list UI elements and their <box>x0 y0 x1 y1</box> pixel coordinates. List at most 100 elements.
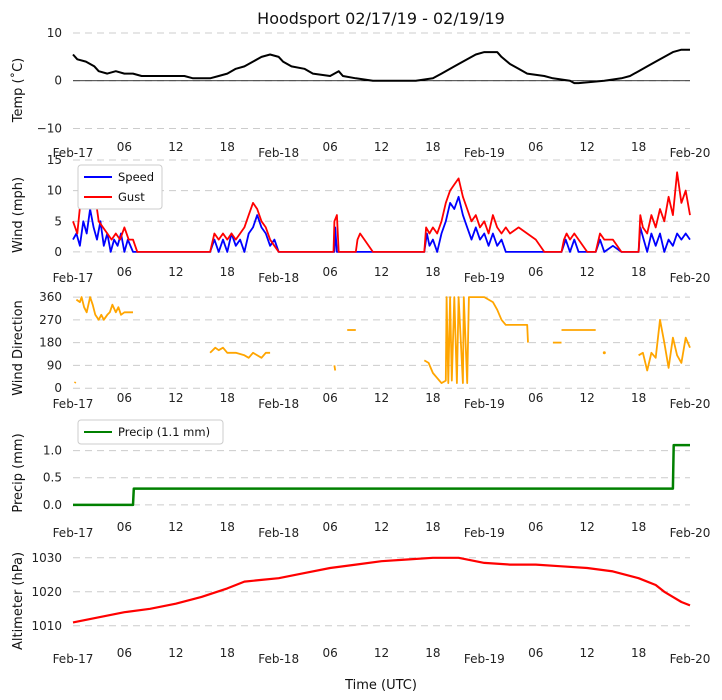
legend-label-speed: Speed <box>118 170 154 184</box>
x-tick-label: Feb-20 <box>670 146 711 160</box>
y-tick-label: 0.5 <box>43 471 62 485</box>
y-axis-label: Wind (mph) <box>11 177 26 253</box>
x-tick-label: 06 <box>528 140 543 154</box>
direction-segment <box>638 318 691 372</box>
x-tick-label: 06 <box>528 265 543 279</box>
direction-segment <box>209 346 271 359</box>
x-tick-label: 12 <box>374 265 389 279</box>
x-tick-label: 12 <box>168 520 183 534</box>
temp-series-line <box>72 48 690 85</box>
x-tick-label: Feb-20 <box>670 526 711 540</box>
x-tick-label: Feb-17 <box>53 146 94 160</box>
x-tick-label: 06 <box>322 265 337 279</box>
x-tick-label: 18 <box>631 520 646 534</box>
y-tick-label: 0 <box>54 381 62 395</box>
x-tick-label: Feb-18 <box>258 652 299 666</box>
x-tick-label: 18 <box>425 140 440 154</box>
y-tick-label: 90 <box>47 358 62 372</box>
x-tick-label: 06 <box>322 646 337 660</box>
y-axis-label: Precip (mm) <box>11 433 26 512</box>
x-tick-label: 12 <box>168 265 183 279</box>
legend-frame <box>77 419 224 445</box>
x-tick-label: 18 <box>631 646 646 660</box>
x-axis-label: Time (UTC) <box>344 678 417 693</box>
x-tick-label: 12 <box>374 391 389 405</box>
x-tick-label: Feb-17 <box>53 526 94 540</box>
x-tick-label: 12 <box>580 520 595 534</box>
x-tick-label: 12 <box>580 391 595 405</box>
legend-label-precip: Precip (1.1 mm) <box>118 425 210 439</box>
chart-panels: 10 0 −10 Temp (˚C) Feb-17 06 12 18 Feb-18 06 12 18 F… <box>10 26 710 666</box>
direction-segment <box>333 365 337 371</box>
direction-segment <box>75 296 133 321</box>
x-tick-label: Feb-20 <box>670 397 711 411</box>
altimeter-series-line <box>72 556 691 624</box>
x-tick-label: Feb-18 <box>258 526 299 540</box>
x-tick-label: 12 <box>580 646 595 660</box>
x-tick-label: 12 <box>168 391 183 405</box>
x-tick-label: 06 <box>117 140 132 154</box>
x-tick-label: 18 <box>425 646 440 660</box>
y-tick-label: 10 <box>47 26 62 40</box>
direction-segment <box>423 296 529 384</box>
x-tick-label: Feb-18 <box>258 397 299 411</box>
x-tick-label: 06 <box>322 140 337 154</box>
gust-series-line <box>72 171 691 253</box>
x-tick-label: Feb-18 <box>258 146 299 160</box>
chart-title: Hoodsport 02/17/19 - 02/19/19 <box>257 9 505 28</box>
y-tick-label: 0.0 <box>43 498 62 512</box>
y-axis-label: Altimeter (hPa) <box>11 552 26 650</box>
x-tick-label: 18 <box>425 265 440 279</box>
panel-wind: 15 10 5 0 Wind (mph) Feb-17 06 12 18 Feb-18 06 12 18… <box>11 153 710 285</box>
y-tick-label: 180 <box>39 336 62 350</box>
x-tick-label: 12 <box>374 140 389 154</box>
y-axis-label: Wind Direction <box>11 300 26 396</box>
x-tick-label: Feb-19 <box>464 652 505 666</box>
x-tick-label: Feb-17 <box>53 652 94 666</box>
x-tick-label: 18 <box>425 520 440 534</box>
x-tick-label: 18 <box>425 391 440 405</box>
x-tick-label: 18 <box>220 646 235 660</box>
x-tick-label: 18 <box>631 140 646 154</box>
x-tick-label: Feb-19 <box>464 146 505 160</box>
x-tick-label: 06 <box>528 391 543 405</box>
x-tick-label: Feb-17 <box>53 397 94 411</box>
x-tick-label: Feb-19 <box>464 526 505 540</box>
y-tick-label: 360 <box>39 290 62 304</box>
y-tick-label: 0 <box>54 74 62 88</box>
x-tick-label: 18 <box>220 391 235 405</box>
x-tick-label: 18 <box>220 140 235 154</box>
legend: Precip (1.1 mm) <box>77 419 224 445</box>
x-tick-label: 12 <box>168 140 183 154</box>
y-tick-label: 1030 <box>31 551 62 565</box>
y-tick-label: 270 <box>39 313 62 327</box>
legend-label-gust: Gust <box>118 190 145 204</box>
y-tick-label: 15 <box>47 153 62 167</box>
y-tick-label: 1.0 <box>43 444 62 458</box>
x-tick-label: 18 <box>220 520 235 534</box>
direction-point <box>602 351 606 355</box>
y-tick-label: 1010 <box>31 619 62 633</box>
x-tick-label: 18 <box>631 265 646 279</box>
x-tick-label: 06 <box>322 391 337 405</box>
x-tick-label: 06 <box>117 391 132 405</box>
x-tick-label: 12 <box>374 520 389 534</box>
x-tick-label: 12 <box>580 265 595 279</box>
direction-segment <box>73 381 77 384</box>
x-tick-label: 06 <box>117 520 132 534</box>
panel-temp: 10 0 −10 Temp (˚C) Feb-17 06 12 18 Feb-18 06 12 18 F… <box>10 26 710 160</box>
panel-precip: 1.0 0.5 0.0 Precip (mm) Feb-17 06 12 18 Feb-18 06… <box>11 419 711 540</box>
x-tick-label: 06 <box>528 646 543 660</box>
x-tick-label: 06 <box>117 646 132 660</box>
panel-alt: 1030 1020 1010 Altimeter (hPa) Feb-17 06 12 18 F… <box>11 551 710 666</box>
x-tick-label: Feb-20 <box>670 652 711 666</box>
y-tick-label: 10 <box>47 184 62 198</box>
y-tick-label: 5 <box>54 214 62 228</box>
x-tick-label: 12 <box>168 646 183 660</box>
x-tick-label: Feb-19 <box>464 397 505 411</box>
y-tick-label: 1020 <box>31 585 62 599</box>
x-tick-label: 18 <box>631 391 646 405</box>
legend: Speed Gust <box>77 164 163 210</box>
x-tick-label: Feb-17 <box>53 271 94 285</box>
y-axis-label: Temp (˚C) <box>10 58 26 124</box>
